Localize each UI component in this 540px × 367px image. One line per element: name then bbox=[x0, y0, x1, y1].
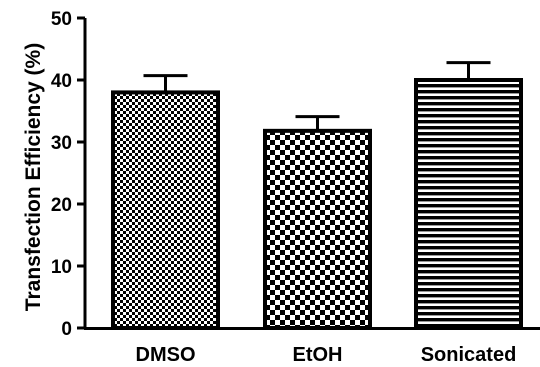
bars-group bbox=[111, 61, 523, 331]
y-tick-label-0: 0 bbox=[61, 319, 72, 340]
x-axis-tick-labels: DMSO EtOH Sonicated bbox=[136, 344, 517, 366]
y-tick-label-30: 30 bbox=[51, 133, 72, 154]
y-axis-ticks: 0 10 20 30 40 50 bbox=[51, 9, 85, 340]
bar-dmso bbox=[111, 90, 220, 331]
y-axis-label: Transfection Efficiency (%) bbox=[22, 43, 45, 311]
y-tick-label-50: 50 bbox=[51, 9, 72, 30]
bar-sonicated bbox=[414, 78, 523, 330]
x-tick-label-dmso: DMSO bbox=[136, 344, 196, 366]
bar-etoh bbox=[263, 128, 372, 330]
y-tick-label-10: 10 bbox=[51, 257, 72, 278]
y-tick-label-40: 40 bbox=[51, 71, 72, 92]
x-tick-label-etoh: EtOH bbox=[293, 344, 343, 366]
y-tick-label-20: 20 bbox=[51, 195, 72, 216]
x-tick-label-sonicated: Sonicated bbox=[421, 344, 517, 366]
